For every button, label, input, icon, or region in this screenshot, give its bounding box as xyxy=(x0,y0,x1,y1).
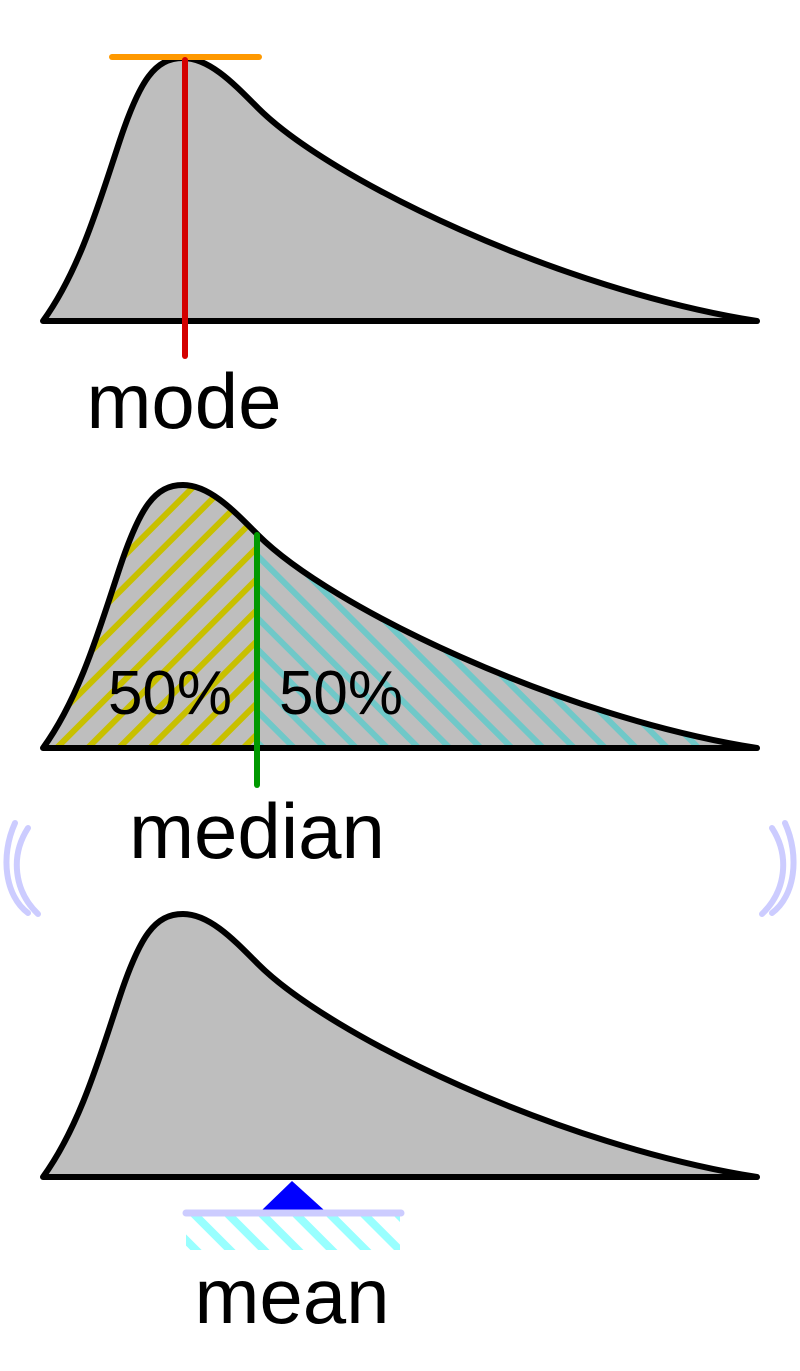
median-panel: 50% 50% median xyxy=(43,485,757,875)
distribution-curve xyxy=(43,58,757,321)
left-share-label: 50% xyxy=(108,659,232,728)
wobble-left-outer xyxy=(13,825,41,917)
mode-label: mode xyxy=(86,357,281,445)
right-share-label: 50% xyxy=(279,659,403,728)
median-label: median xyxy=(129,787,385,875)
wobble-right-outer xyxy=(759,825,787,917)
fulcrum xyxy=(262,1181,324,1210)
ground-hatch xyxy=(186,1214,400,1250)
wobble-right-inner xyxy=(769,820,797,916)
mean-panel: mean xyxy=(3,820,797,1340)
mode-panel: mode xyxy=(43,54,757,445)
wobble-left-inner xyxy=(3,820,31,916)
distribution-curve xyxy=(43,914,757,1177)
mean-label: mean xyxy=(194,1252,389,1340)
